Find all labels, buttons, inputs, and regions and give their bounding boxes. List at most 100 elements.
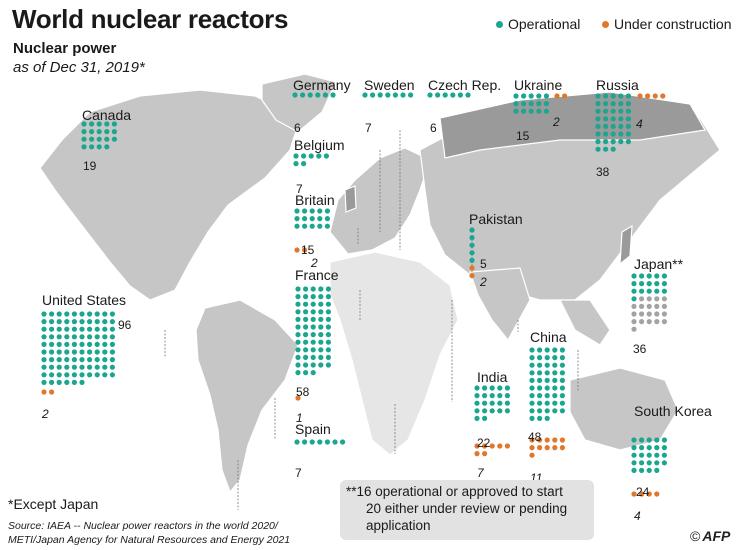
operational-russia-dot [610,116,616,122]
operational-germany-dot [322,92,328,98]
under-construction-india-dot [497,443,503,449]
operational-japan-dot [654,273,660,279]
operational-united-states-dot [94,349,100,355]
operational-united-states-dot [41,349,47,355]
operational-united-states-dot [64,364,70,370]
operational-germany-dot [315,92,321,98]
operational-united-states-dot [49,334,55,340]
under-construction-china-dot [552,445,558,451]
operational-czech-rep-dot [427,92,433,98]
operational-france-dot [303,332,309,338]
operational-sweden-dot [362,92,368,98]
operational-germany-dot [307,92,313,98]
operational-canada-dot [81,136,87,142]
operational-russia-dot [595,139,601,145]
operational-count-france: 58 [296,385,310,399]
operational-russia-dot [595,116,601,122]
operational-count-india: 22 [477,436,491,450]
operational-united-states-dot [49,364,55,370]
operational-india-dot [504,408,510,414]
operational-france-dot [325,332,331,338]
country-name-belgium: Belgium [294,137,345,153]
operational-united-states-dot [64,334,70,340]
operational-spain-dot [332,439,338,445]
operational-south-korea-dot [661,460,668,466]
operational-south-korea-dot [646,437,652,443]
operational-france-dot [310,286,316,292]
operational-france-dot [303,362,309,368]
operational-russia-dot [610,139,616,145]
under-construction-china-dot [559,437,566,443]
operational-china-dot [529,415,535,421]
india-region-landmass [469,267,531,342]
operational-south-korea-dot [654,452,660,458]
operational-count-ukraine: 15 [516,129,530,143]
operational-russia-dot [625,93,632,99]
operational-united-states-dot [71,334,77,340]
operational-china-dot [544,362,550,368]
under-construction-united-states-dot [49,389,55,395]
operational-india-dot [489,385,495,391]
operational-pakistan-dot [469,257,475,263]
operational-france-dot [318,301,324,307]
operational-france-dot [303,309,309,315]
legend-under-construction: Under construction [602,16,732,32]
operational-france-dot [295,339,301,345]
country-china [529,347,566,458]
country-ukraine [513,93,568,114]
operational-india-dot [474,385,480,391]
operational-united-states-dot [71,379,77,385]
operational-russia-dot [603,108,609,114]
operational-russia-dot [595,146,601,152]
operational-united-states-dot [94,326,100,332]
operational-china-dot [537,408,543,414]
operational-united-states-dot [94,334,100,340]
operational-south-korea-dot [639,467,645,473]
operational-japan-dot [631,311,637,317]
under-construction-france-dot [295,395,301,401]
operational-united-states-dot [109,349,115,355]
country-name-south-korea: South Korea [634,403,712,419]
operational-france-dot [295,301,301,307]
operational-united-states-dot [94,319,100,325]
operational-china-dot [552,355,558,361]
operational-united-states-dot [109,326,115,332]
operational-south-korea-dot [661,437,668,443]
operational-count-czech-rep: 6 [430,121,437,135]
operational-china-dot [537,377,543,383]
operational-japan-dot [654,281,660,287]
source-line-2: METI/Japan Agency for Natural Resources … [8,534,291,546]
source-line-1: Source: IAEA -- Nuclear power reactors i… [8,520,278,532]
operational-russia-dot [603,93,609,99]
subtitle: Nuclear power [13,40,117,57]
operational-india-dot [489,400,495,406]
operational-count-spain: 7 [295,466,302,480]
country-france [295,286,331,401]
operational-ukraine-dot [513,93,519,99]
operational-belgium-dot [308,153,314,159]
operational-ukraine-dot [543,101,550,107]
operational-china-dot [559,393,566,399]
operational-russia-dot [595,108,601,114]
operational-pakistan-dot [469,227,475,233]
operational-india-dot [497,400,503,406]
operational-china-dot [559,377,566,383]
operational-united-states-dot [87,334,93,340]
operational-russia-dot [625,116,632,122]
operational-canada-dot [104,136,110,142]
operational-canada-dot [81,129,87,135]
operational-united-states-dot [87,357,93,363]
operational-united-states-dot [56,379,62,385]
operational-china-dot [529,377,535,383]
operational-canada-dot [89,144,95,150]
country-labels: Canada 19 Germany 6 Sweden 7 Czech Rep. 6 Ukrain… [41,77,712,523]
operational-russia-dot [610,108,616,114]
country-name-china: China [530,329,567,345]
operational-france-dot [325,354,331,360]
country-belgium [293,153,329,167]
operational-spain-dot [340,439,346,445]
operational-czech-rep-dot [450,92,456,98]
operational-japan-dot [661,296,668,302]
operational-ukraine-dot [543,93,550,99]
operational-japan-dot [639,288,645,294]
